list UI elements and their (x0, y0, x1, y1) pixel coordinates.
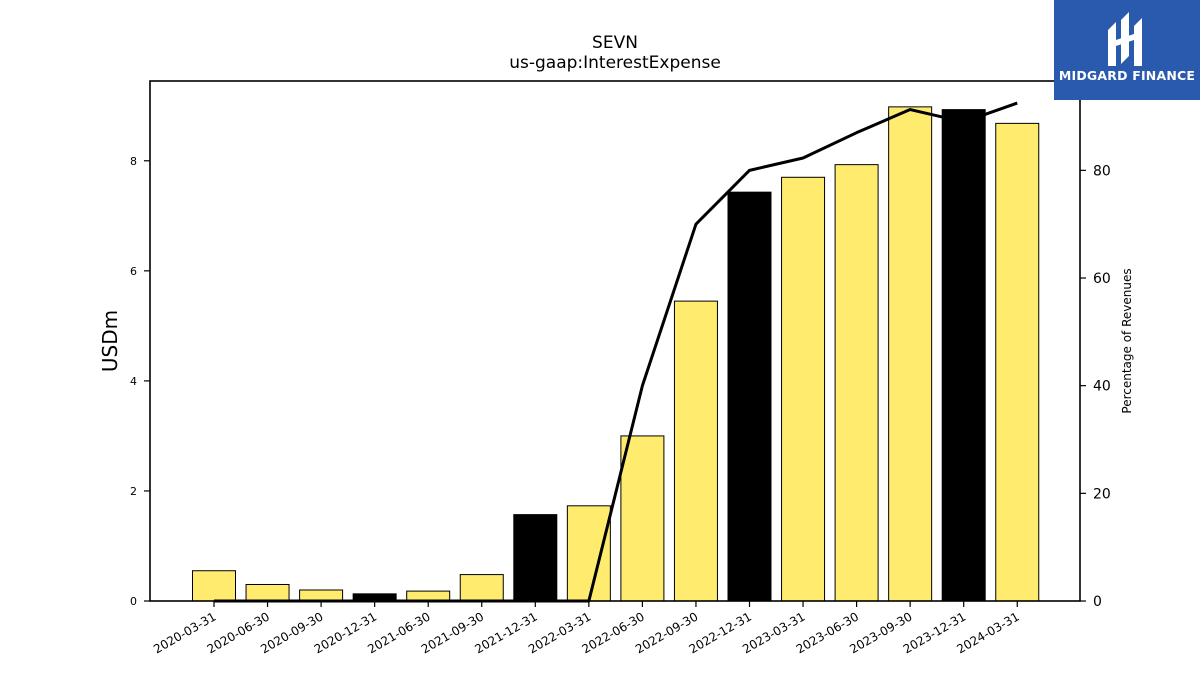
left-axis: 0 2 4 6 8 (130, 155, 150, 608)
y-tick-label: 6 (130, 265, 137, 278)
bar-2022-03-31 (566, 505, 611, 602)
bar-2021-09-30 (459, 574, 504, 602)
y2-tick-label: 60 (1093, 271, 1111, 287)
x-axis: 2020-03-312020-06-302020-09-302020-12-31… (151, 601, 1022, 656)
y-tick-label: 4 (130, 375, 137, 388)
y-tick-label: 2 (130, 485, 137, 498)
bar-2021-12-31 (513, 514, 558, 602)
bar-2022-12-31 (727, 191, 772, 602)
y2-tick-label: 0 (1093, 594, 1102, 610)
bar-2024-03-31 (995, 122, 1040, 602)
bar-2020-06-30 (245, 583, 290, 602)
midgard-logo-icon (1108, 12, 1142, 66)
bar-2023-06-30 (834, 164, 879, 602)
right-axis: 0 20 40 60 80 (1080, 163, 1111, 610)
y2-tick-label: 80 (1093, 163, 1111, 179)
y2-tick-label: 40 (1093, 379, 1111, 395)
bar-2022-06-30 (620, 435, 665, 602)
chart-subtitle: us-gaap:InterestExpense (509, 53, 721, 73)
chart-title: SEVN (592, 33, 638, 53)
y-tick-label: 0 (130, 595, 137, 608)
bar-2022-09-30 (673, 300, 718, 602)
y-axis-label: USDm (98, 310, 122, 372)
y-tick-label: 8 (130, 155, 137, 168)
bar-2020-03-31 (192, 570, 236, 602)
y2-axis-label: Percentage of Revenues (1120, 268, 1134, 413)
bar-series (192, 106, 1040, 602)
y2-tick-label: 20 (1093, 486, 1111, 502)
bar-2020-09-30 (299, 589, 344, 602)
bar-2023-09-30 (888, 106, 933, 602)
logo-text: MIDGARD FINANCE (1058, 68, 1196, 83)
bar-2023-12-31 (941, 109, 986, 602)
brand-logo: MIDGARD FINANCE (1054, 0, 1200, 100)
bar-2023-03-31 (781, 176, 826, 602)
plot-frame (149, 80, 1081, 602)
